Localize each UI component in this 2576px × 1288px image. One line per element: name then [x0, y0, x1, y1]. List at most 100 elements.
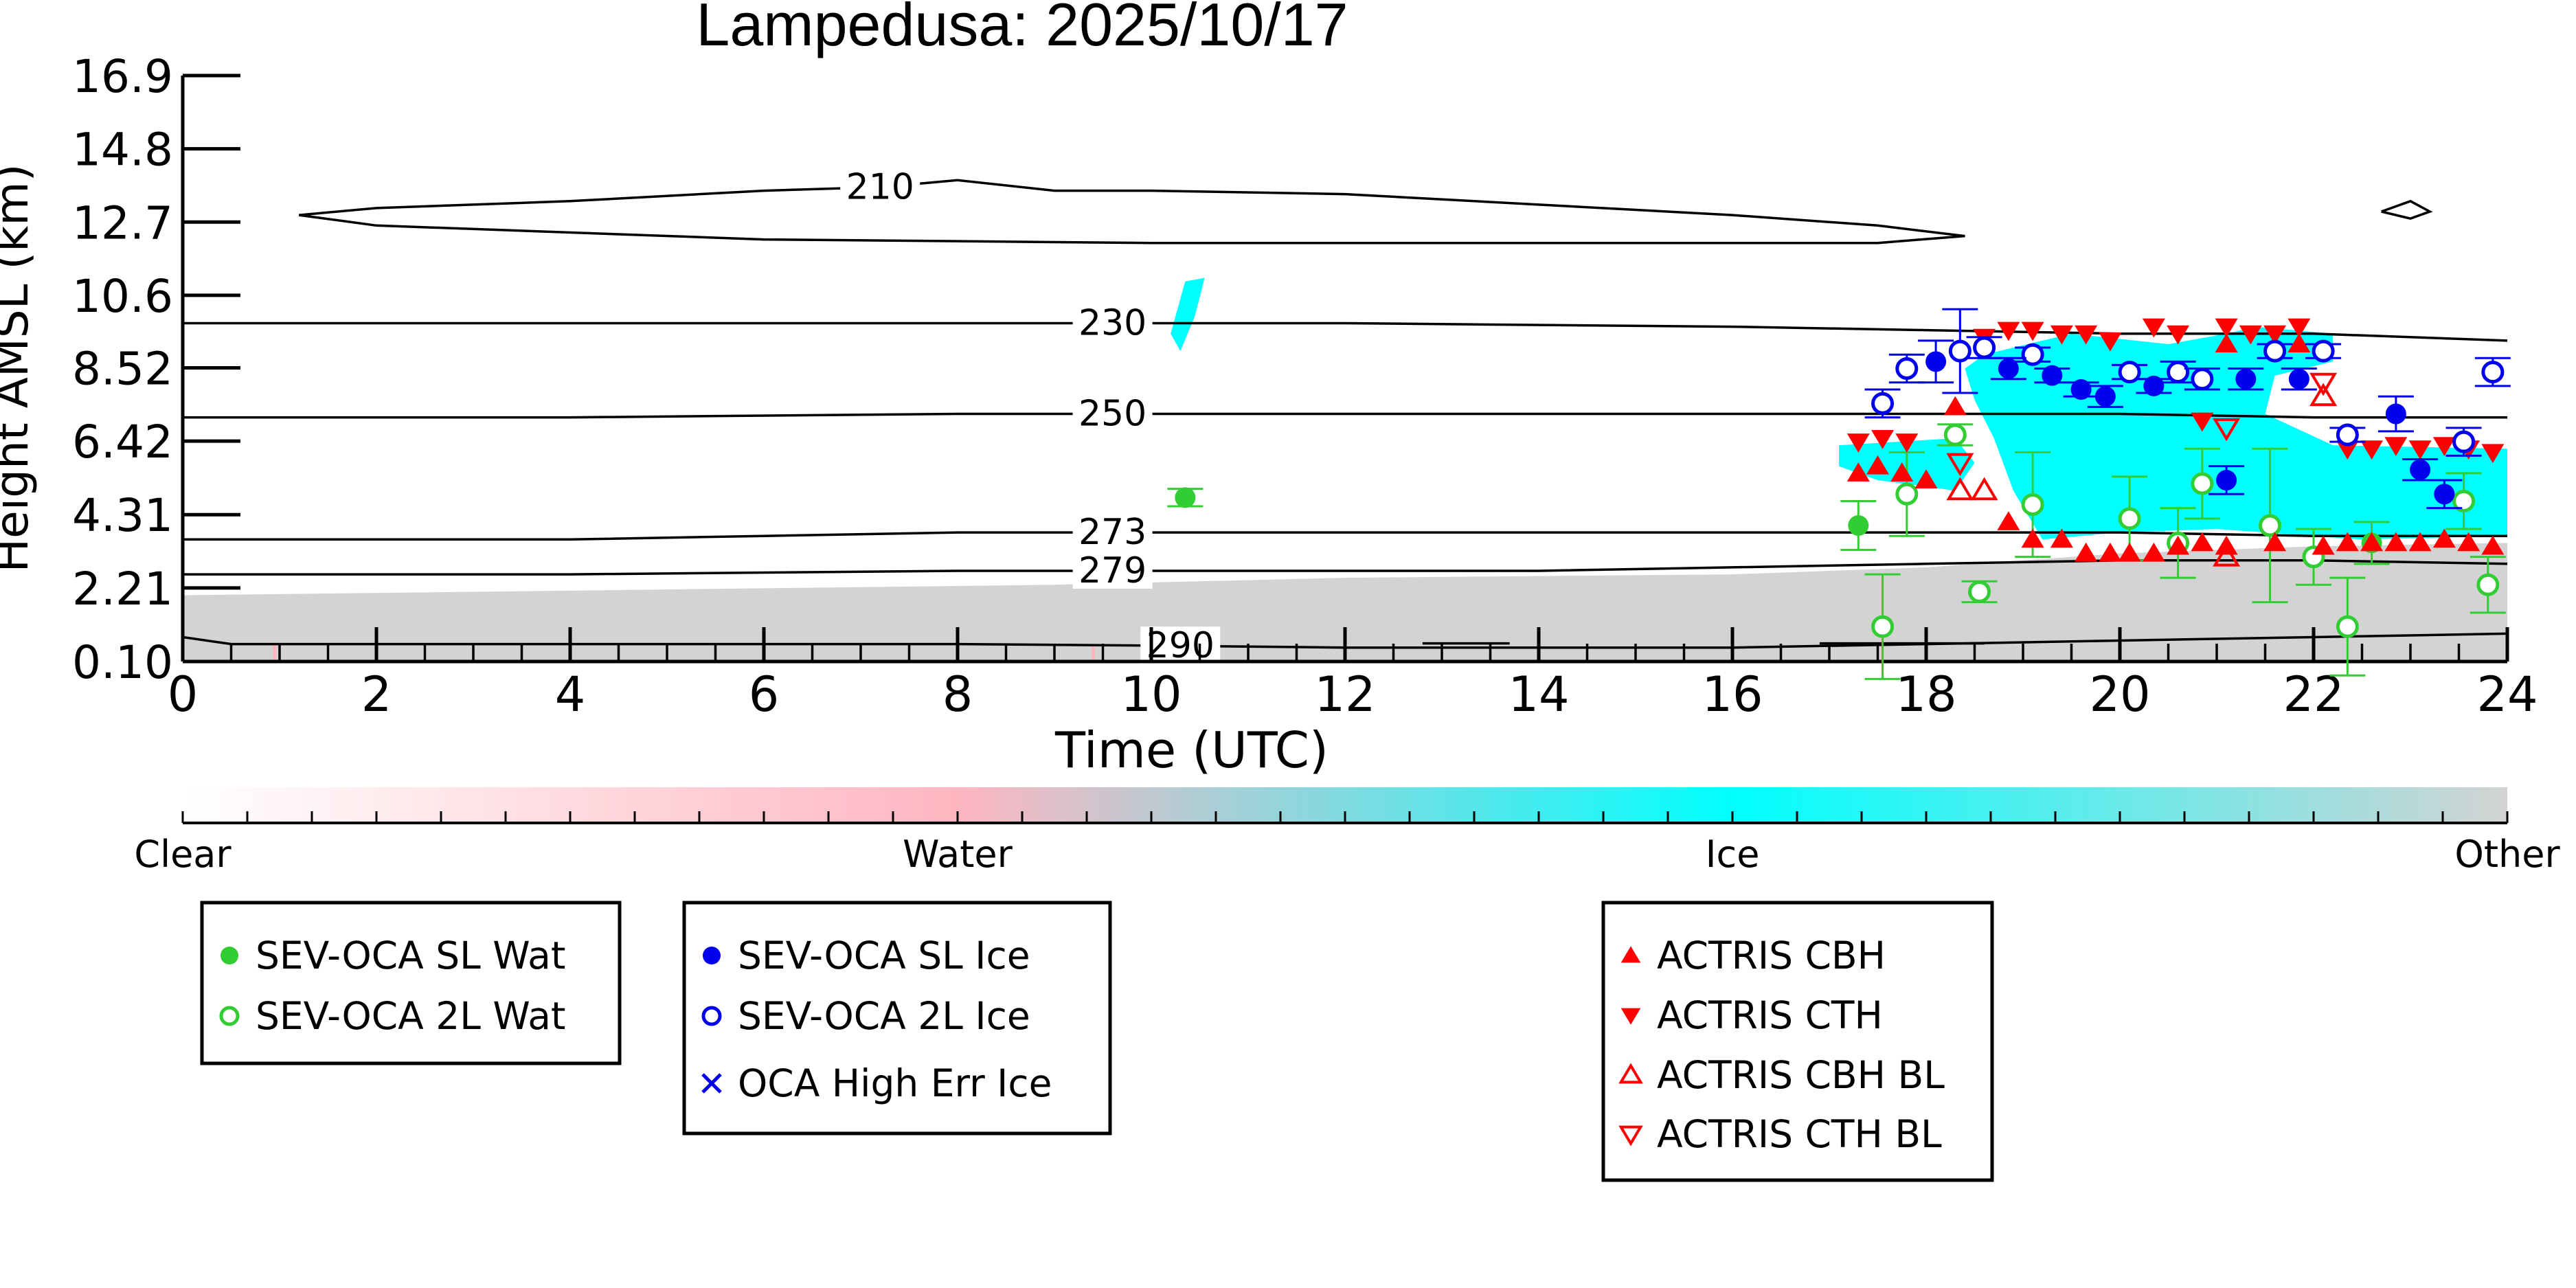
- y-tick-label: 10.6: [72, 270, 173, 323]
- point-actris-cth: [2099, 332, 2122, 352]
- x-tick-label: 14: [1508, 666, 1569, 723]
- point-actris-cbh: [2336, 532, 2359, 552]
- point-actris-cbh: [2118, 542, 2141, 562]
- point-sev-oca-2l-ice: [2167, 361, 2190, 384]
- point-actris-cth: [2021, 321, 2044, 341]
- mask-ice-region-0: [1965, 326, 2507, 540]
- x-tick-label: 12: [1314, 666, 1375, 723]
- legend-marker-actris-cth-bl: [1618, 1125, 1643, 1146]
- point-actris-cth-bl: [2309, 372, 2338, 396]
- contour-line-273: [183, 531, 2507, 541]
- point-sev-oca-2l-wat: [2021, 493, 2044, 517]
- point-actris-cbh-bl: [1946, 477, 1974, 501]
- point-actris-cbh: [1914, 469, 1938, 488]
- point-actris-cbh: [1890, 462, 1914, 482]
- legend-label-oca-high-err-ice: OCA High Err Ice: [738, 1061, 1052, 1105]
- point-actris-cbh: [1846, 462, 1870, 482]
- series-sev-oca-sl-ice: [1918, 339, 2463, 510]
- point-sev-oca-2l-wat: [1943, 423, 1967, 447]
- point-sev-oca-2l-ice: [1871, 392, 1895, 415]
- x-tick-label: 8: [942, 666, 973, 723]
- cloud-mask: [183, 278, 2507, 662]
- point-sev-oca-2l-wat: [2476, 573, 2500, 596]
- legends: SEV-OCA SL Wat SEV-OCA 2L Wat SEV-OCA SL I…: [200, 901, 1994, 1182]
- series-sev-oca-2l-wat: [1864, 423, 2506, 680]
- legend-marker-sev-oca-2l-wat: [219, 1006, 240, 1026]
- point-sev-oca-sl-ice: [1998, 358, 2019, 379]
- point-sev-oca-2l-wat: [1871, 615, 1895, 638]
- point-sev-oca-2l-ice: [2336, 423, 2359, 447]
- legend-marker-actris-cbh-bl: [1618, 1063, 1643, 1084]
- point-actris-cth: [2263, 325, 2287, 345]
- legend-label-actris-cth-bl: ACTRIS CTH BL: [1657, 1112, 1942, 1156]
- point-sev-oca-sl-ice: [1925, 351, 1947, 372]
- point-actris-cth: [2432, 437, 2456, 456]
- x-tick-label: 24: [2476, 666, 2538, 723]
- point-actris-cbh: [2215, 333, 2238, 352]
- legend-label-actris-cbh-bl: ACTRIS CBH BL: [1657, 1053, 1945, 1097]
- legend-marker-oca-high-err-ice: [701, 1073, 722, 1094]
- contour-label-bg-230: [1072, 304, 1153, 341]
- point-actris-cbh: [2191, 532, 2214, 552]
- point-actris-cbh: [2021, 528, 2044, 548]
- legend-marker-sev-oca-sl-wat: [221, 947, 238, 964]
- contour-label-bg-273: [1072, 513, 1153, 551]
- point-sev-oca-2l-wat: [1895, 482, 1919, 506]
- x-tick-label: 20: [2089, 666, 2150, 723]
- point-sev-oca-2l-ice: [1973, 336, 1996, 359]
- series-actris-cbh: [1846, 333, 2505, 562]
- contour-label-bg-279: [1072, 551, 1153, 589]
- point-actris-cbh: [2457, 532, 2481, 552]
- legend-label-actris-cbh: ACTRIS CBH: [1657, 934, 1886, 978]
- y-tick-label: 8.52: [72, 342, 173, 395]
- y-axis-label: Height AMSL (km): [0, 164, 38, 573]
- legend-box-2: SEV-OCA SL Ice SEV-OCA 2L Ice OCA High Err…: [682, 901, 1112, 1136]
- point-actris-cbh: [1997, 511, 2020, 530]
- contour-label-250: 250: [1078, 394, 1146, 435]
- point-actris-cth: [2167, 325, 2190, 345]
- x-axis-label: Time (UTC): [1054, 721, 1329, 779]
- point-sev-oca-2l-ice: [2452, 430, 2476, 453]
- y-tick-label: 2.21: [72, 563, 173, 615]
- point-actris-cth: [2481, 444, 2505, 464]
- point-sev-oca-2l-ice: [2118, 361, 2141, 384]
- point-sev-oca-2l-ice: [2312, 339, 2335, 363]
- point-sev-oca-2l-wat: [2452, 489, 2476, 512]
- point-sev-oca-2l-wat: [2259, 514, 2282, 537]
- y-tick-label: 4.31: [72, 489, 173, 542]
- series-sev-oca-2l-ice: [1864, 308, 2511, 457]
- legend-label-sev-oca-sl-ice: SEV-OCA SL Ice: [738, 934, 1030, 978]
- point-sev-oca-2l-wat: [2191, 472, 2214, 495]
- point-actris-cbh: [2481, 535, 2505, 555]
- point-actris-cbh-bl: [1970, 477, 1998, 501]
- point-actris-cth-bl: [2213, 418, 2241, 442]
- point-sev-oca-sl-ice: [2143, 375, 2165, 396]
- point-sev-oca-sl-ice: [2385, 403, 2406, 425]
- contour-line-210: [298, 179, 1965, 245]
- point-actris-cth: [2215, 318, 2238, 338]
- x-tick-label: 4: [555, 666, 586, 723]
- point-sev-oca-2l-ice: [1948, 339, 1971, 363]
- x-tick-label: 6: [749, 666, 780, 723]
- point-sev-oca-2l-ice: [2021, 343, 2044, 366]
- point-actris-cbh: [2312, 535, 2335, 555]
- x-tick-label: 10: [1120, 666, 1182, 723]
- point-sev-oca-sl-ice: [2410, 459, 2431, 480]
- x-tick-label: 18: [1895, 666, 1956, 723]
- point-actris-cbh: [2432, 528, 2456, 548]
- point-sev-oca-2l-ice: [2191, 368, 2214, 391]
- y-tick-label: 6.42: [72, 416, 173, 468]
- x-tick-label: 0: [168, 666, 199, 723]
- colorbar-label-ice: Ice: [1706, 833, 1760, 876]
- point-actris-cbh: [2263, 532, 2287, 552]
- point-actris-cbh: [2099, 542, 2122, 562]
- point-sev-oca-2l-wat: [1968, 580, 1991, 603]
- contour-label-279: 279: [1078, 550, 1146, 591]
- point-sev-oca-sl-ice: [2070, 379, 2092, 400]
- legend-marker-actris-cbh: [1620, 946, 1641, 963]
- legend-label-sev-oca-2l-wat: SEV-OCA 2L Wat: [256, 994, 566, 1038]
- legend-frame: [200, 901, 622, 1065]
- point-actris-cth: [2336, 440, 2359, 460]
